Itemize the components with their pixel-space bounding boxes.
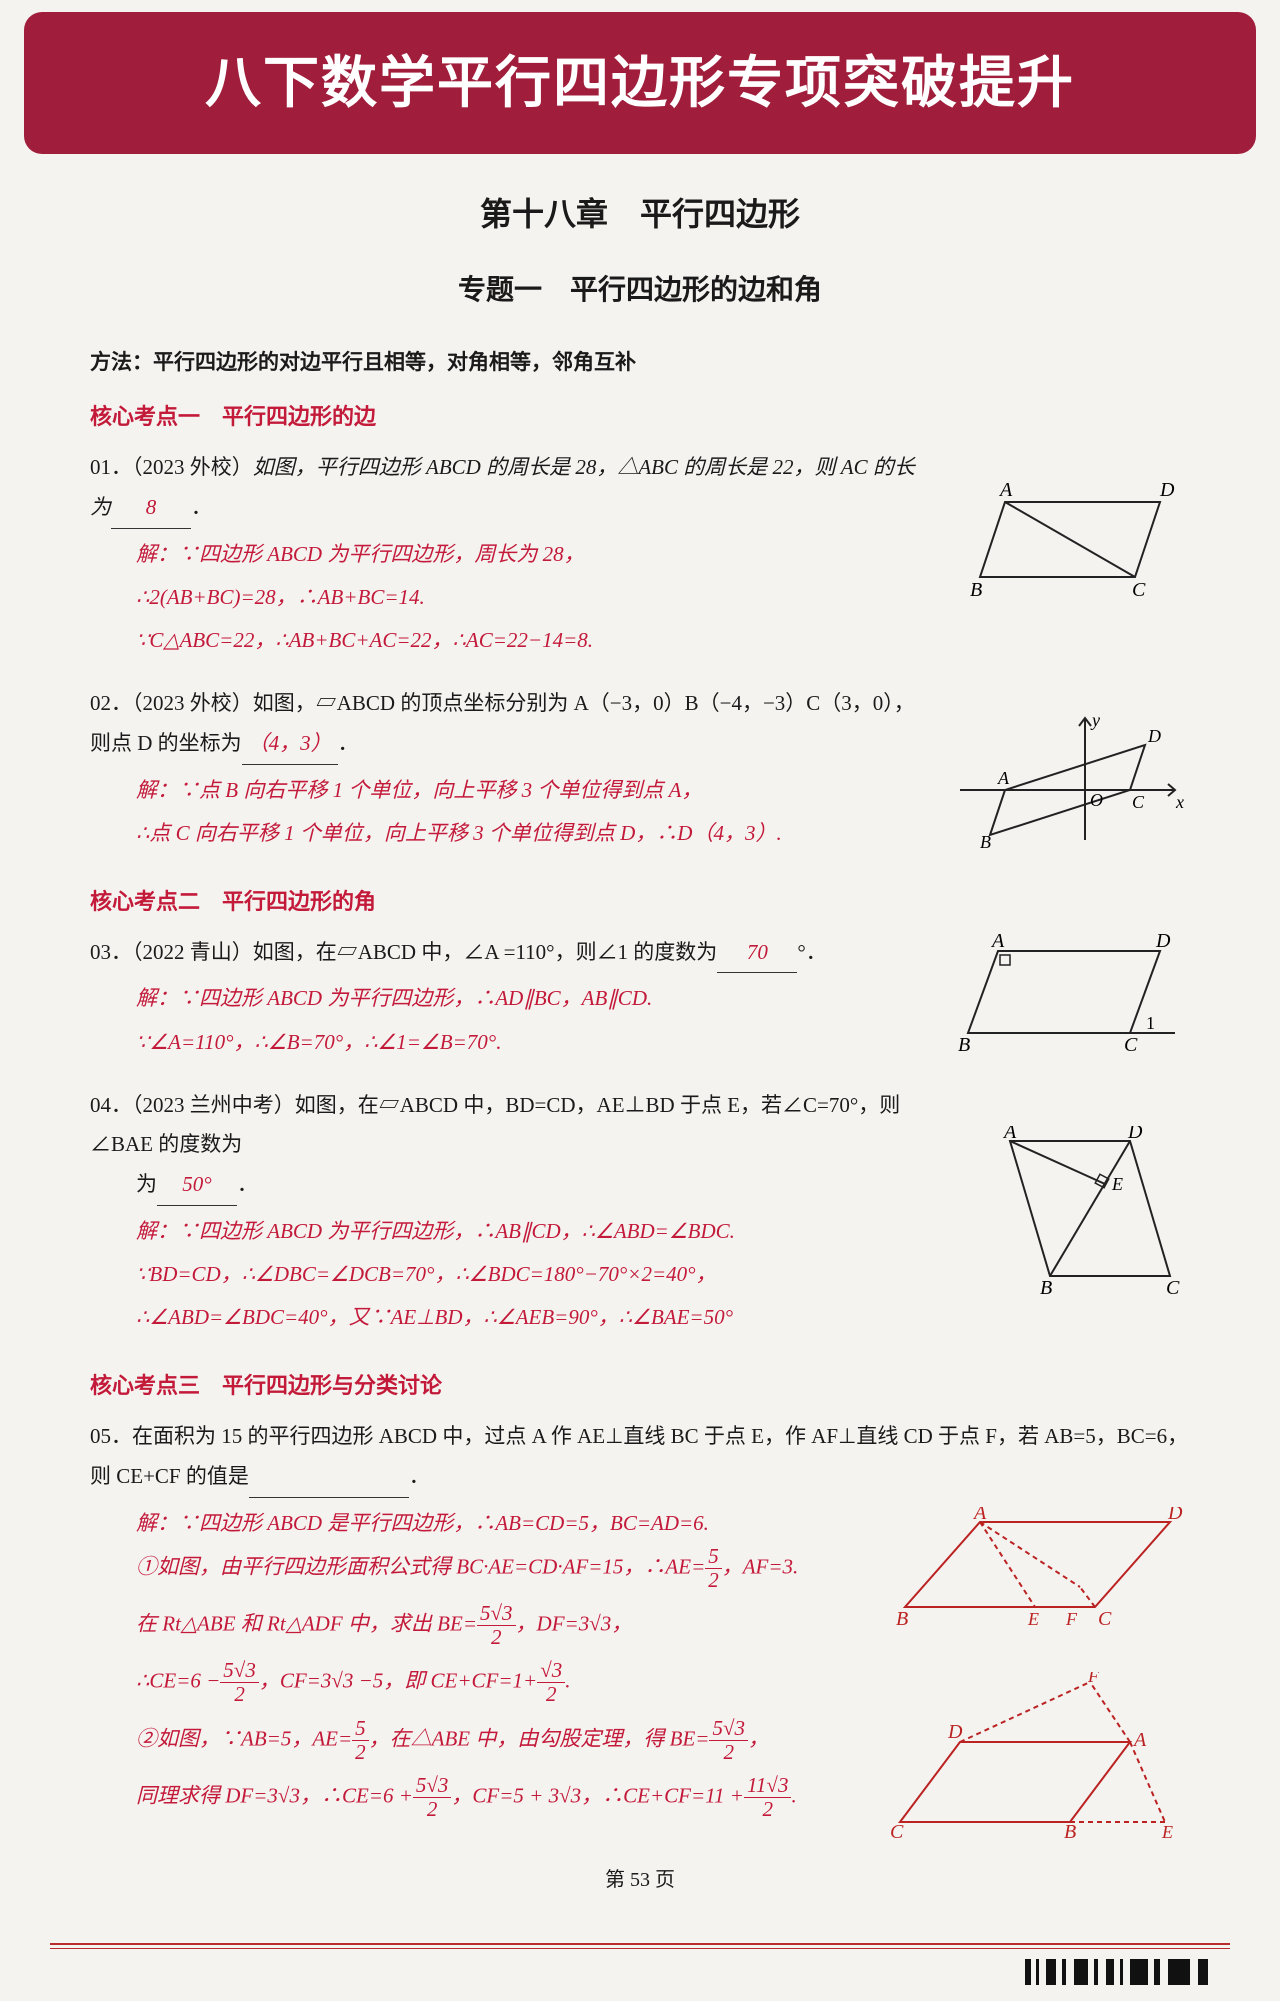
q5-stem-b: ． [409, 1464, 430, 1488]
q3-num: 03． [90, 940, 132, 964]
q3-figure: A D B C 1 [950, 933, 1190, 1063]
q1-source: （2023 外校） [132, 455, 253, 479]
q5-sol-rt: 在 Rt△ABE 和 Rt△ADF 中，求出 BE=5√32，DF=3√3， [136, 1602, 900, 1649]
svg-text:C: C [1166, 1277, 1180, 1296]
svg-text:B: B [958, 1034, 970, 1056]
q5-sol-ce: ∴CE=6 −5√32，CF=3√3 −5，即 CE+CF=1+√32. [136, 1659, 900, 1706]
question-4: 04．（2023 兰州中考）如图，在▱ABCD 中，BD=CD，AE⊥BD 于点… [90, 1086, 1190, 1340]
q5-sol-l1: 解：∵四边形 ABCD 是平行四边形，∴AB=CD=5，BC=AD=6. [136, 1502, 900, 1545]
q5-num: 05． [90, 1424, 132, 1448]
q3-solution: 解：∵四边形 ABCD 为平行四边形，∴AD∥BC，AB∥CD. ∵∠A=110… [136, 977, 920, 1063]
svg-text:D: D [1155, 933, 1171, 952]
svg-text:D: D [1167, 1507, 1183, 1524]
q5-figure-2: A D C B E F [890, 1672, 1190, 1842]
q4-source: （2023 兰州中考） [132, 1093, 295, 1117]
keypoint-3: 核心考点三 平行四边形与分类讨论 [90, 1365, 1190, 1407]
title-banner: 八下数学平行四边形专项突破提升 [24, 12, 1256, 154]
q1-num: 01． [90, 455, 132, 479]
svg-text:C: C [1132, 579, 1146, 601]
svg-text:B: B [1040, 1277, 1052, 1296]
svg-text:B: B [896, 1608, 908, 1630]
keypoint-1: 核心考点一 平行四边形的边 [90, 396, 1190, 438]
footer-rule [50, 1943, 1230, 1949]
svg-text:D: D [1127, 1126, 1143, 1143]
svg-text:A: A [998, 482, 1013, 501]
svg-text:A: A [990, 933, 1005, 952]
page-footer: 第 53 页 [90, 1861, 1190, 1899]
svg-text:A: A [972, 1507, 987, 1524]
q5-blank [249, 1457, 409, 1498]
q5-sol-case1: ①如图，由平行四边形面积公式得 BC·AE=CD·AF=15，∴AE=52，AF… [136, 1545, 900, 1592]
svg-text:y: y [1090, 710, 1100, 730]
q4-num: 04． [90, 1093, 132, 1117]
footer-bars [0, 1957, 1280, 2001]
svg-text:F: F [1087, 1672, 1100, 1686]
q3-blank: 70 [717, 933, 797, 974]
svg-text:x: x [1175, 792, 1184, 812]
svg-text:D: D [1159, 482, 1175, 501]
q3-source: （2022 青山） [132, 940, 253, 964]
question-5: 05．在面积为 15 的平行四边形 ABCD 中，过点 A 作 AE⊥直线 BC… [90, 1417, 1190, 1821]
chapter-title: 第十八章 平行四边形 [90, 184, 1190, 245]
svg-text:A: A [997, 768, 1010, 788]
svg-text:E: E [1027, 1609, 1039, 1629]
subchapter-title: 专题一 平行四边形的边和角 [90, 263, 1190, 316]
q5-sol-case2: ②如图，∵AB=5，AE=52，在△ABE 中，由勾股定理，得 BE=5√32， [136, 1717, 900, 1764]
method-text: 平行四边形的对边平行且相等，对角相等，邻角互补 [153, 351, 636, 374]
question-2: 02．（2023 外校）如图，▱ABCD 的顶点坐标分别为 A（−3，0）B（−… [90, 684, 1190, 855]
svg-text:C: C [1132, 792, 1145, 812]
q4-stem-b: ． [237, 1172, 258, 1196]
svg-text:B: B [970, 579, 982, 601]
q2-source: （2023 外校） [132, 691, 253, 715]
svg-text:E: E [1161, 1822, 1173, 1842]
svg-text:O: O [1090, 790, 1103, 810]
q3-stem-b: °． [797, 940, 826, 964]
q1-figure: A D B C [960, 482, 1190, 602]
svg-text:D: D [947, 1721, 963, 1743]
q1-blank: 8 [111, 488, 191, 529]
question-1: 01．（2023 外校）如图，平行四边形 ABCD 的周长是 28，△ABC 的… [90, 448, 1190, 662]
svg-text:B: B [980, 832, 991, 850]
svg-text:E: E [1111, 1174, 1123, 1194]
svg-text:D: D [1147, 726, 1161, 746]
q2-stem-b: ． [338, 731, 359, 755]
q1-solution: 解：∵四边形 ABCD 为平行四边形，周长为 28， ∴2(AB+BC)=28，… [136, 533, 920, 662]
q2-num: 02． [90, 691, 132, 715]
method-label: 方法： [90, 351, 153, 374]
svg-text:A: A [1002, 1126, 1017, 1143]
svg-text:C: C [890, 1821, 904, 1842]
svg-text:C: C [1098, 1608, 1112, 1630]
page-content: 第十八章 平行四边形 专题一 平行四边形的边和角 方法：平行四边形的对边平行且相… [0, 162, 1280, 1929]
method-line: 方法：平行四边形的对边平行且相等，对角相等，邻角互补 [90, 344, 1190, 382]
q4-figure: A D B C E [980, 1126, 1190, 1296]
q4-solution: 解：∵四边形 ABCD 为平行四边形，∴AB∥CD，∴∠ABD=∠BDC. ∵B… [136, 1210, 920, 1339]
keypoint-2: 核心考点二 平行四边形的角 [90, 881, 1190, 923]
svg-text:A: A [1132, 1729, 1147, 1751]
q1-stem-b: ． [191, 495, 212, 519]
barcode-icon [1020, 1957, 1220, 1987]
q5-figure-1: A D B C E F [890, 1507, 1190, 1637]
svg-text:B: B [1064, 1821, 1076, 1842]
q5-sol-last: 同理求得 DF=3√3，∴CE=6 +5√32，CF=5 + 3√3，∴CE+C… [136, 1774, 900, 1821]
q2-blank: （4，3） [242, 724, 338, 765]
q4-blank: 50° [157, 1165, 237, 1206]
q3-stem-a: 如图，在▱ABCD 中，∠A =110°，则∠1 的度数为 [253, 940, 718, 964]
question-3: 03．（2022 青山）如图，在▱ABCD 中，∠A =110°，则∠1 的度数… [90, 933, 1190, 1064]
q2-solution: 解：∵点 B 向右平移 1 个单位，向上平移 3 个单位得到点 A， ∴点 C … [136, 769, 920, 855]
svg-text:C: C [1124, 1034, 1138, 1056]
svg-text:F: F [1065, 1609, 1078, 1629]
q2-figure: A B C D O x y [950, 710, 1190, 850]
svg-text:1: 1 [1146, 1013, 1155, 1033]
